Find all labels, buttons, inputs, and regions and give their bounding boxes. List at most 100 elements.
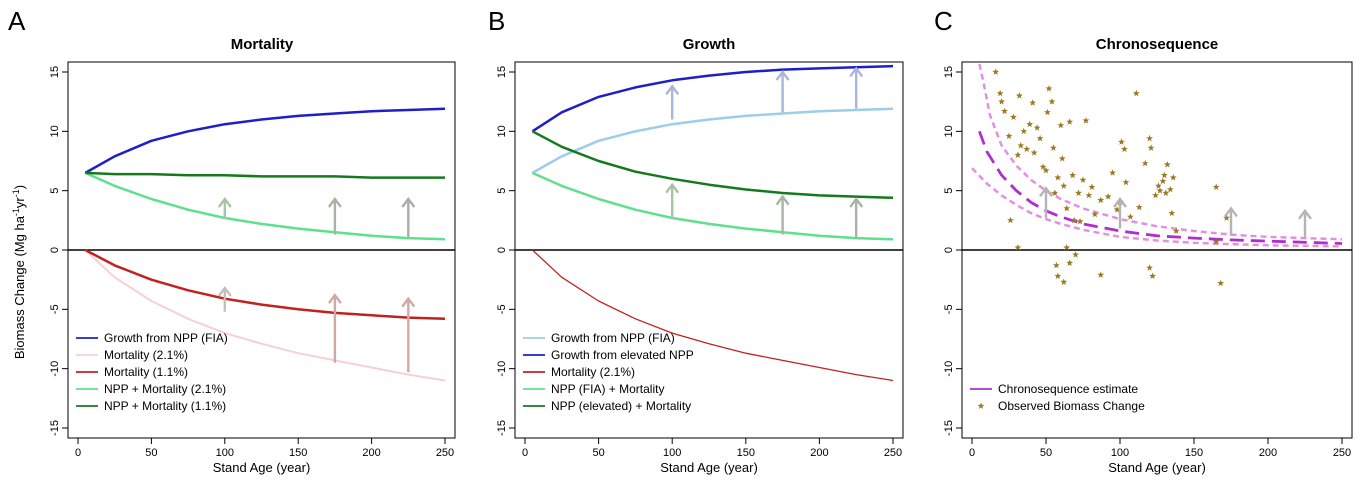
data-point	[1001, 107, 1008, 115]
x-tick-label: 50	[592, 447, 604, 459]
y-axis-label-sup2: -1	[11, 189, 21, 197]
arrow-head	[775, 70, 790, 81]
series-line-1	[84, 249, 446, 382]
y-tick-label: 15	[496, 66, 508, 78]
legend-swatch	[977, 402, 985, 409]
data-point	[1058, 155, 1066, 162]
data-point	[1014, 151, 1022, 158]
legend-label: Mortality (2.1%)	[551, 365, 635, 379]
panel-title: Growth	[683, 36, 736, 53]
arrow-head	[1113, 196, 1127, 208]
data-point	[1166, 185, 1174, 193]
legend-label: Observed Biomass Change	[998, 399, 1145, 413]
x-tick-label: 250	[1333, 447, 1351, 459]
y-tick-label: 0	[943, 247, 955, 253]
series-line-2	[84, 248, 446, 321]
data-point	[1079, 176, 1087, 183]
arrow-head	[217, 196, 232, 208]
legend-label: Chronosequence estimate	[998, 382, 1138, 396]
x-tick-label: 100	[1111, 447, 1129, 459]
x-tick-label: 200	[1259, 447, 1277, 459]
panel-b: B Growth 0 50 100 150 200 250 -15 -10 -5 0 5 10 15 Stan…	[488, 6, 904, 475]
data-point	[1217, 279, 1225, 287]
data-point	[1212, 183, 1220, 190]
arrow-head	[849, 66, 864, 78]
x-tick-label: 150	[1185, 447, 1203, 459]
x-tick-label: 100	[663, 447, 681, 459]
x-axis-label: Stand Age (year)	[1108, 460, 1206, 475]
legend-label: Mortality (1.1%)	[104, 365, 188, 379]
y-tick-label: -10	[943, 361, 955, 377]
data-point	[1020, 127, 1028, 135]
data-point	[1029, 99, 1037, 106]
data-point	[1109, 169, 1116, 176]
y-axis-label-end: )	[12, 185, 27, 189]
data-point	[992, 68, 1000, 75]
data-point	[1063, 204, 1071, 212]
x-axis-label: Stand Age (year)	[660, 460, 758, 475]
arrow-head	[849, 196, 864, 208]
series-line-2	[531, 249, 894, 382]
series-line-0	[531, 107, 894, 174]
y-tick-label: -5	[943, 304, 955, 314]
data-point	[1121, 145, 1128, 152]
y-tick-label: 15	[49, 66, 61, 78]
y-tick-label: 0	[49, 247, 61, 253]
legend-label: NPP (FIA) + Mortality	[551, 382, 664, 396]
x-tick-label: 200	[810, 447, 828, 459]
x-tick-label: 250	[436, 447, 454, 459]
x-tick-label: 100	[216, 447, 234, 459]
arrow-head	[1298, 208, 1312, 220]
legend: Growth from NPP (FIA) Mortality (2.1%) Mor…	[76, 331, 228, 413]
legend-label: Growth from NPP (FIA)	[551, 331, 675, 345]
legend-label: Growth from elevated NPP	[551, 348, 694, 362]
data-point	[1072, 251, 1079, 258]
y-tick-label: -15	[496, 420, 508, 436]
data-point	[1163, 161, 1171, 168]
data-point	[998, 98, 1005, 105]
y-tick-label: 15	[943, 66, 955, 78]
series-line-0	[978, 130, 1343, 245]
y-tick-label: 10	[496, 125, 508, 137]
data-point	[1104, 193, 1112, 200]
data-point	[1060, 278, 1068, 285]
data-point	[1097, 271, 1105, 278]
data-point	[1156, 187, 1164, 194]
data-point	[1082, 117, 1090, 124]
data-point	[1135, 203, 1143, 211]
x-axis-label: Stand Age (year)	[213, 460, 311, 475]
y-tick-label: -15	[49, 420, 61, 436]
x-tick-label: 50	[1040, 447, 1052, 459]
arrow-head	[1039, 186, 1053, 198]
legend-label: Growth from NPP (FIA)	[104, 331, 228, 345]
data-point	[1091, 210, 1099, 218]
x-tick-label: 250	[884, 447, 902, 459]
x-tick-label: 0	[969, 447, 975, 459]
data-point	[1048, 98, 1056, 105]
data-point	[1033, 124, 1041, 131]
y-tick-label: 5	[496, 188, 508, 194]
arrow-head	[665, 182, 680, 194]
data-point	[1069, 171, 1077, 179]
data-point	[1066, 259, 1074, 266]
data-point	[1161, 171, 1168, 179]
legend: Growth from NPP (FIA) Growth from elevate…	[523, 331, 694, 413]
series-line-0	[84, 107, 446, 174]
y-tick-label: 5	[943, 188, 955, 194]
x-tick-label: 0	[522, 447, 528, 459]
y-tick-label: -10	[496, 361, 508, 377]
y-tick-label: -10	[49, 361, 61, 377]
arrow-head	[665, 84, 680, 95]
y-tick-label: 5	[49, 188, 61, 194]
data-point	[1149, 272, 1156, 279]
data-point	[1076, 217, 1084, 225]
data-point	[1162, 189, 1170, 196]
y-tick-label: 0	[496, 247, 508, 253]
data-point	[1057, 121, 1065, 129]
y-tick-label: 10	[49, 125, 61, 137]
data-point	[1026, 120, 1034, 128]
data-point	[1066, 118, 1074, 125]
arrow-head	[1224, 206, 1238, 218]
data-point	[1039, 163, 1047, 170]
